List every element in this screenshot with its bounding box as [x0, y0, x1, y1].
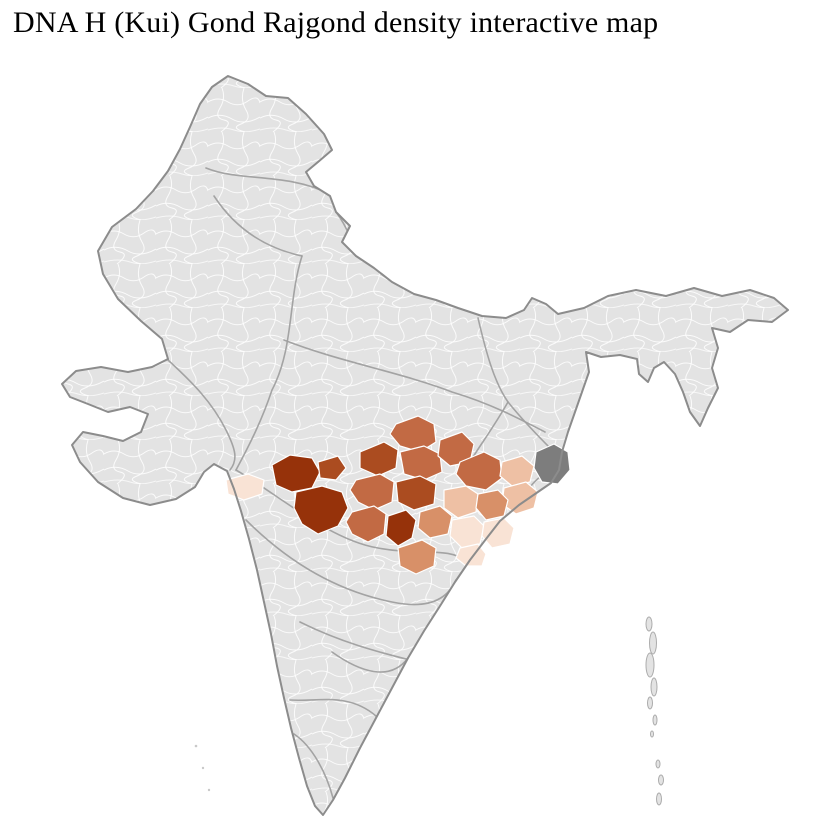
district-no-data[interactable] [533, 443, 571, 485]
lakshadweep-islands[interactable] [194, 744, 211, 792]
district[interactable] [499, 455, 535, 487]
district[interactable] [385, 509, 417, 547]
district[interactable] [271, 454, 321, 493]
highlighted-districts [225, 415, 571, 575]
district[interactable] [293, 485, 349, 535]
andaman-nicobar-islands[interactable] [645, 616, 664, 806]
district[interactable] [443, 485, 479, 519]
district[interactable] [417, 505, 453, 539]
district[interactable] [449, 515, 485, 549]
district[interactable] [359, 441, 399, 477]
district[interactable] [397, 539, 437, 575]
district[interactable] [345, 505, 387, 543]
district[interactable] [399, 445, 443, 481]
state-borders [167, 167, 561, 799]
page-title: DNA H (Kui) Gond Rajgond density interac… [13, 6, 659, 39]
district[interactable] [395, 475, 437, 511]
district[interactable] [317, 455, 347, 481]
district[interactable] [349, 473, 395, 511]
district[interactable] [389, 415, 437, 453]
district[interactable] [475, 489, 509, 521]
district[interactable] [455, 451, 503, 491]
